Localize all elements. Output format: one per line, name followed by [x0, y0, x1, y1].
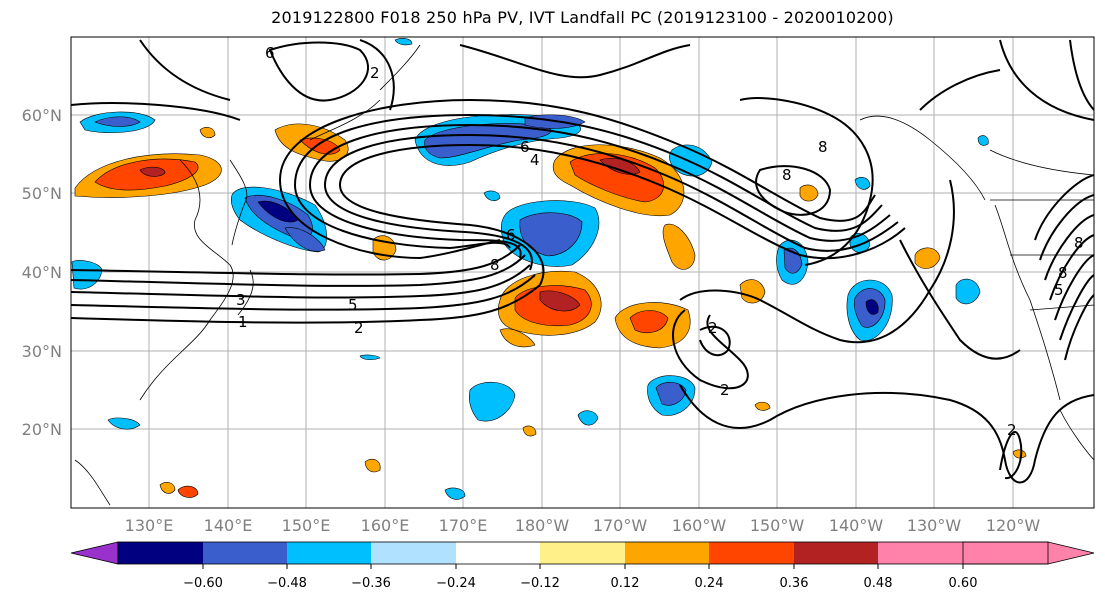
lon-label: 150°W: [750, 516, 805, 535]
lat-label: 50°N: [22, 184, 62, 203]
lon-label: 160°E: [361, 516, 410, 535]
contour-label: 6: [506, 226, 516, 244]
contour-label: 2: [354, 319, 364, 337]
lon-label: 170°W: [593, 516, 648, 535]
lon-label: 120°W: [986, 516, 1041, 535]
colorbar-segment: [540, 542, 625, 564]
contour-label: 2: [720, 381, 730, 399]
colorbar-segment: [794, 542, 878, 564]
colorbar-tick-label: 0.36: [780, 576, 809, 591]
contour-label: 5: [348, 296, 358, 314]
colorbar-outline: [117, 541, 1049, 565]
contour-label: 2: [370, 64, 380, 82]
lat-label: 20°N: [22, 420, 62, 439]
map-title: 2019122800 F018 250 hPa PV, IVT Landfall…: [271, 8, 894, 27]
contour-label: 3: [236, 291, 246, 309]
lon-label: 160°W: [672, 516, 727, 535]
colorbar-tick-label: −0.60: [183, 576, 223, 591]
colorbar-tick-label: −0.24: [436, 576, 476, 591]
colorbar-extend-left: [70, 541, 119, 565]
colorbar-extend-right: [962, 541, 1095, 565]
contour-label: 2: [1007, 421, 1017, 439]
contour-label: 4: [530, 151, 540, 169]
lon-label: 140°E: [204, 516, 253, 535]
lat-label: 30°N: [22, 342, 62, 361]
colorbar-segment: [287, 542, 371, 564]
colorbar-segment: [709, 542, 794, 564]
lat-label: 60°N: [22, 106, 62, 125]
latitude-labels: 60°N 50°N 40°N 30°N 20°N: [22, 106, 62, 439]
colorbar-tick-label: 0.12: [611, 576, 640, 591]
contour-label: 8: [1058, 264, 1068, 282]
longitude-labels: 130°E 140°E 150°E 160°E 170°E 180°W 170°…: [125, 516, 1041, 535]
map-border: [70, 36, 1095, 509]
colorbar-segment: [456, 542, 540, 564]
lat-label: 40°N: [22, 263, 62, 282]
lon-label: 130°W: [907, 516, 962, 535]
colorbar-segment: [118, 542, 203, 564]
colorbar: −0.60 −0.48 −0.36 −0.24 −0.12 0.12 0.24 …: [70, 541, 1095, 591]
lon-label: 140°W: [829, 516, 884, 535]
colorbar-segment: [625, 542, 709, 564]
colorbar-tick-label: 0.48: [864, 576, 893, 591]
coastlines: [74, 44, 1094, 506]
colorbar-segment: [878, 542, 963, 564]
pv-anomaly-fills: [71, 38, 1027, 500]
colorbar-tick-label: 0.24: [695, 576, 724, 591]
colorbar-segment: [371, 542, 456, 564]
contour-label: 8: [818, 138, 828, 156]
contour-label: 1: [238, 313, 248, 331]
colorbar-tick-label: −0.12: [520, 576, 560, 591]
contour-label: 6: [520, 138, 530, 156]
lon-label: 130°E: [125, 516, 174, 535]
contour-label: 5: [1054, 281, 1064, 299]
contour-label: 8: [490, 256, 500, 274]
lon-label: 170°E: [439, 516, 488, 535]
contour-label: 2: [708, 319, 718, 337]
colorbar-tick-label: 0.60: [949, 576, 978, 591]
colorbar-tick-label: −0.48: [267, 576, 307, 591]
contour-label: 8: [782, 166, 792, 184]
colorbar-tick-label: −0.36: [351, 576, 391, 591]
colorbar-segment: [203, 542, 287, 564]
colorbar-ticks: [202, 564, 964, 569]
contour-label: 6: [265, 44, 275, 62]
lon-label: 180°W: [515, 516, 570, 535]
contour-label-group: 6 2 6 4 8 8 6 8 3 5 1 2 2 2 8 5 8 2: [236, 44, 1084, 439]
contour-label: 8: [1074, 234, 1084, 252]
lon-label: 150°E: [282, 516, 331, 535]
ivt-contours: [71, 39, 1094, 484]
